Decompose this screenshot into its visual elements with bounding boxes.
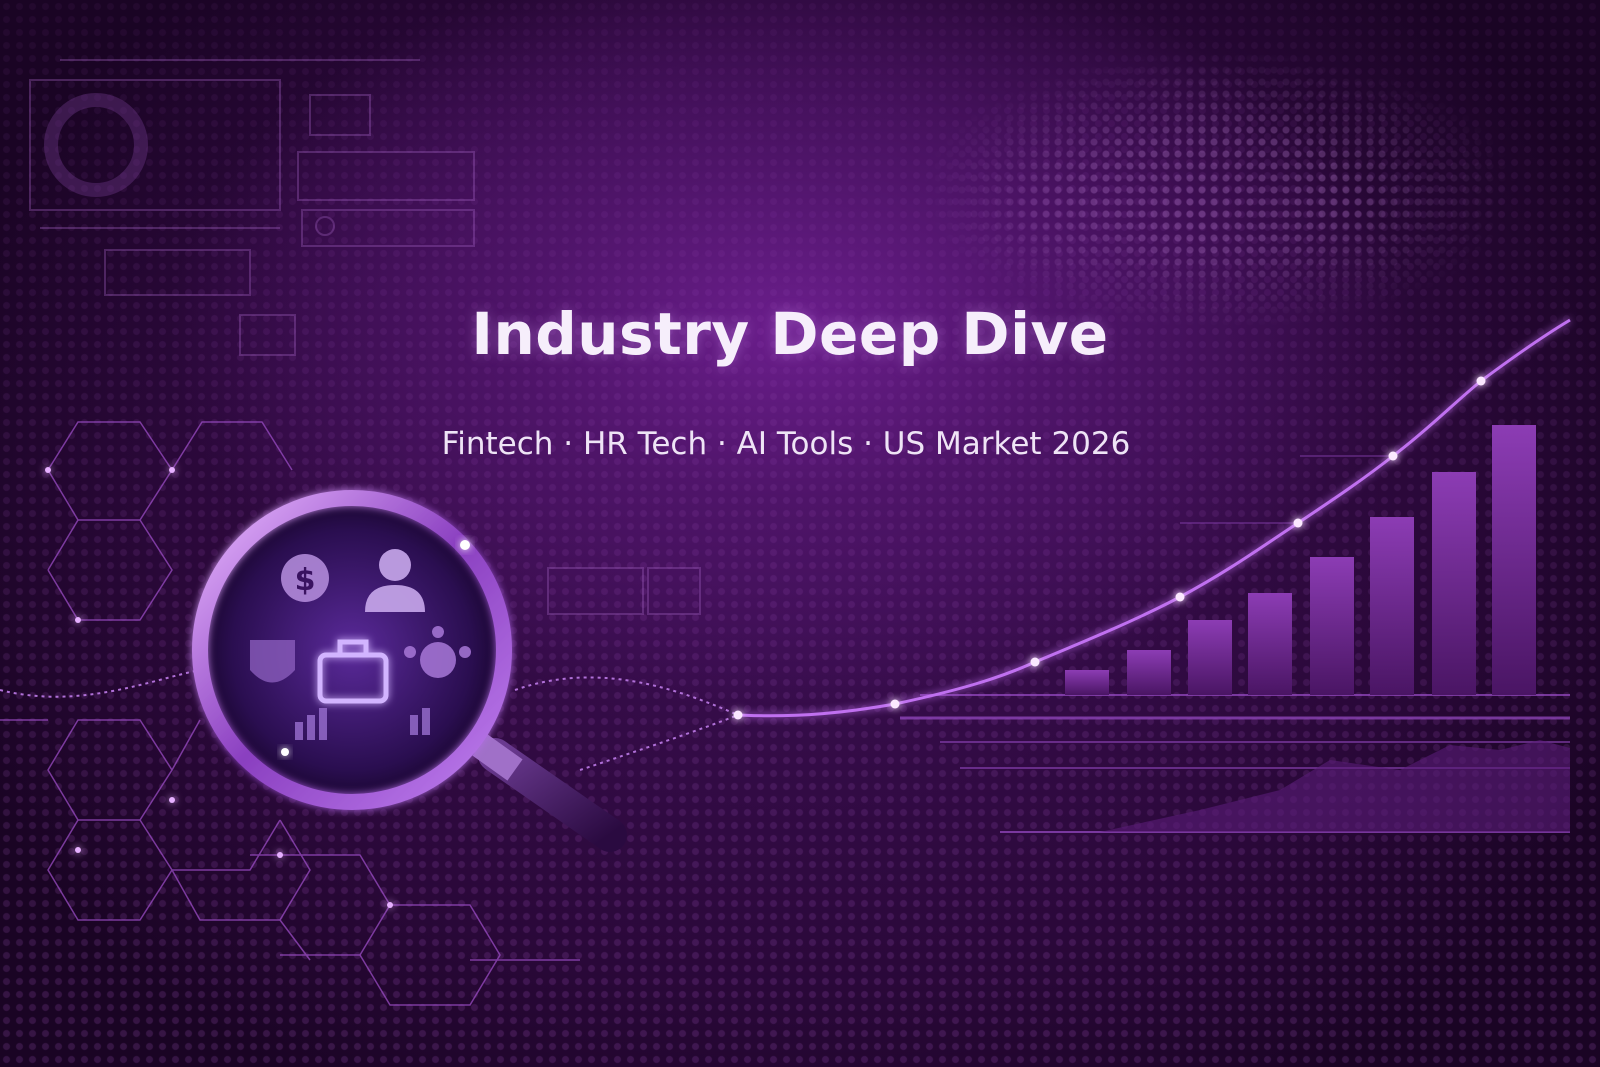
mountain-area bbox=[1100, 740, 1570, 832]
bar-chart-graphic bbox=[1065, 425, 1536, 695]
bar bbox=[1370, 517, 1414, 695]
briefcase-icon bbox=[317, 639, 389, 704]
network-nodes bbox=[45, 467, 393, 908]
gear-network-icon bbox=[404, 626, 471, 678]
bar bbox=[1065, 670, 1109, 695]
businessman-icon bbox=[365, 549, 425, 612]
dashed-trend-line bbox=[0, 669, 739, 716]
bar bbox=[1127, 650, 1171, 695]
growth-line bbox=[737, 318, 1571, 718]
world-map-dots bbox=[860, 40, 1580, 370]
page-title: Industry Deep Dive bbox=[471, 300, 1109, 368]
bar bbox=[1188, 620, 1232, 695]
shield-icon bbox=[250, 640, 295, 683]
bar bbox=[1492, 425, 1536, 695]
growth-line-points bbox=[733, 376, 1486, 720]
svg-text:$: $ bbox=[295, 563, 316, 598]
bar bbox=[1310, 557, 1354, 695]
bar-chart-icon bbox=[295, 708, 430, 740]
magnifying-glass-icon: $ bbox=[192, 490, 627, 852]
dollar-icon: $ bbox=[281, 554, 329, 602]
dashboard-panels bbox=[29, 59, 701, 615]
page-subtitle: Fintech · HR Tech · AI Tools · US Market… bbox=[441, 426, 1131, 462]
bar bbox=[1248, 593, 1292, 695]
bar bbox=[1432, 472, 1476, 695]
